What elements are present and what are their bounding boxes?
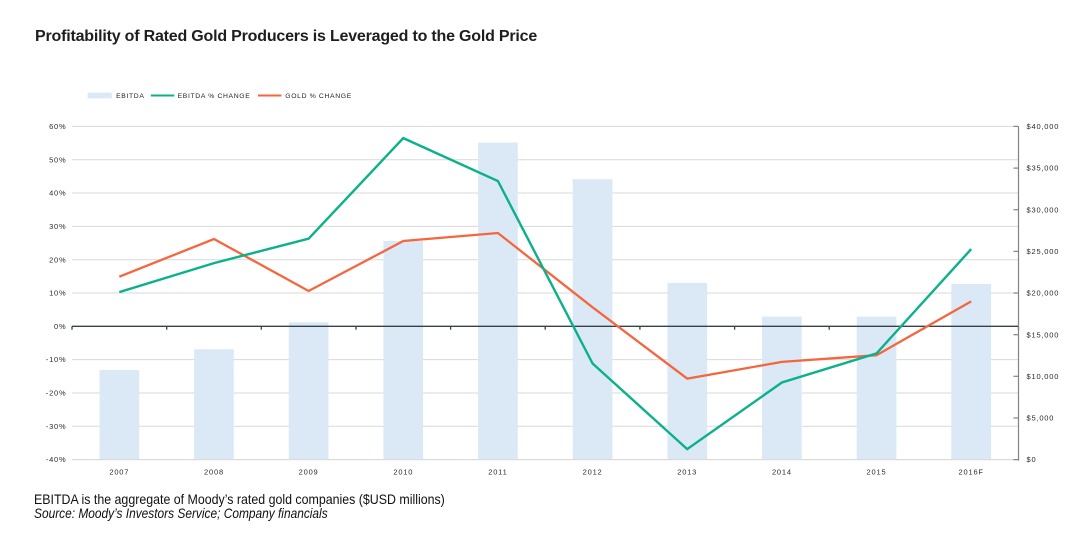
- svg-text:$0: $0: [1027, 455, 1037, 464]
- svg-text:2013: 2013: [677, 468, 697, 477]
- svg-text:30%: 30%: [49, 222, 66, 231]
- svg-text:$10,000: $10,000: [1027, 372, 1060, 381]
- svg-text:$25,000: $25,000: [1027, 247, 1060, 256]
- svg-text:$35,000: $35,000: [1027, 164, 1060, 173]
- svg-text:60%: 60%: [49, 122, 66, 131]
- svg-text:50%: 50%: [49, 155, 66, 164]
- svg-text:2010: 2010: [393, 468, 413, 477]
- svg-text:-40%: -40%: [46, 455, 67, 464]
- svg-text:2011: 2011: [488, 468, 507, 477]
- svg-text:2008: 2008: [204, 468, 224, 477]
- svg-text:-10%: -10%: [46, 355, 67, 364]
- svg-text:EBITDA % CHANGE: EBITDA % CHANGE: [178, 93, 251, 100]
- svg-text:2015: 2015: [867, 468, 887, 477]
- svg-text:GOLD % CHANGE: GOLD % CHANGE: [285, 93, 352, 100]
- svg-text:$40,000: $40,000: [1027, 122, 1060, 131]
- svg-text:2012: 2012: [583, 468, 603, 477]
- svg-text:-20%: -20%: [46, 389, 67, 398]
- svg-text:2009: 2009: [299, 468, 319, 477]
- svg-text:2016F: 2016F: [959, 468, 984, 477]
- svg-text:40%: 40%: [49, 189, 66, 198]
- svg-text:2014: 2014: [772, 468, 792, 477]
- svg-text:-30%: -30%: [46, 422, 67, 431]
- svg-text:20%: 20%: [49, 255, 66, 264]
- svg-text:$20,000: $20,000: [1027, 289, 1060, 298]
- svg-text:$15,000: $15,000: [1027, 330, 1060, 339]
- svg-text:$30,000: $30,000: [1027, 205, 1060, 214]
- svg-text:$5,000: $5,000: [1027, 414, 1055, 423]
- svg-text:10%: 10%: [49, 289, 66, 298]
- svg-text:2007: 2007: [109, 468, 129, 477]
- svg-text:EBITDA: EBITDA: [116, 93, 144, 100]
- svg-text:0%: 0%: [54, 322, 66, 331]
